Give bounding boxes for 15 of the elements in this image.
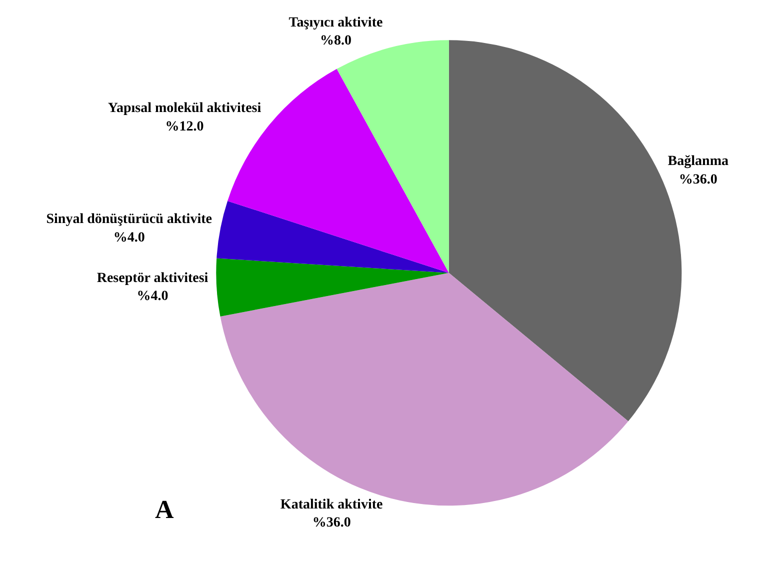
slice-label: Reseptör aktivitesi xyxy=(96,270,208,286)
data-label: %8.0 xyxy=(320,33,352,48)
pie-slice xyxy=(216,258,449,316)
slice-label: Sinyal dönüştürücü aktivite xyxy=(46,212,212,228)
data-label: %4.0 xyxy=(113,230,145,246)
slice-label: Katalitik aktivite xyxy=(280,497,383,512)
slice-label: Bağlanma xyxy=(668,154,728,170)
data-label: %36.0 xyxy=(678,172,718,188)
data-label: %12.0 xyxy=(165,119,204,134)
slice-label: Yapısal molekül aktivitesi xyxy=(108,101,262,116)
slice-label: Taşıyıcı aktivite xyxy=(288,15,383,30)
pie-slice xyxy=(216,200,449,273)
data-label: %36.0 xyxy=(312,516,351,530)
text: A xyxy=(155,495,174,524)
data-label: %4.0 xyxy=(136,289,168,304)
